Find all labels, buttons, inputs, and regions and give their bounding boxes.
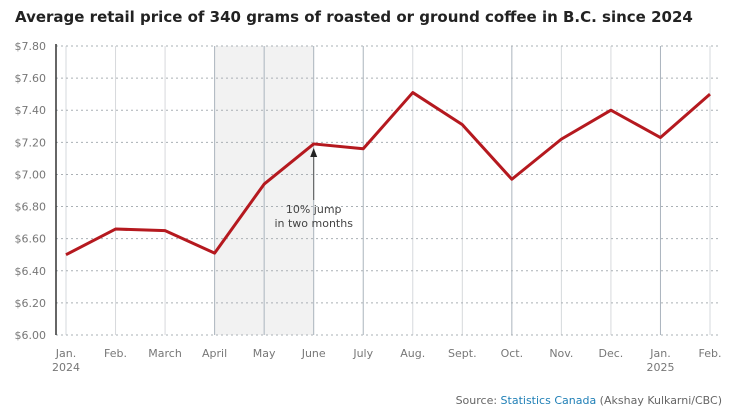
x-year-label: 2024 xyxy=(52,361,80,374)
x-tick-label: Jan. xyxy=(649,347,670,360)
y-tick-label: $7.20 xyxy=(15,136,47,149)
x-tick-label: April xyxy=(202,347,227,360)
annotation-text: in two months xyxy=(274,217,353,230)
x-tick-label: May xyxy=(253,347,276,360)
x-tick-label: Sept. xyxy=(448,347,477,360)
x-tick-label: June xyxy=(301,347,326,360)
price-line xyxy=(65,91,711,257)
source-prefix: Source: xyxy=(455,394,501,407)
x-tick-label: Nov. xyxy=(549,347,573,360)
y-tick-label: $6.20 xyxy=(15,297,47,310)
chart-title: Average retail price of 340 grams of roa… xyxy=(15,8,693,26)
x-tick-label: Feb. xyxy=(104,347,127,360)
x-tick-label: Jan. xyxy=(55,347,76,360)
x-tick-label: Feb. xyxy=(699,347,722,360)
y-tick-label: $7.80 xyxy=(15,40,47,53)
x-tick-label: July xyxy=(352,347,373,360)
annotation-text: 10% jump xyxy=(286,203,342,216)
x-tick-label: Aug. xyxy=(400,347,425,360)
y-tick-label: $6.60 xyxy=(15,233,47,246)
x-year-label: 2025 xyxy=(646,361,674,374)
source-suffix: (Akshay Kulkarni/CBC) xyxy=(596,394,722,407)
x-tick-label: Oct. xyxy=(501,347,524,360)
y-tick-label: $7.40 xyxy=(15,104,47,117)
y-tick-label: $6.80 xyxy=(15,201,47,214)
x-tick-label: Dec. xyxy=(599,347,624,360)
source-note: Source: Statistics Canada (Akshay Kulkar… xyxy=(456,394,722,407)
y-tick-label: $6.40 xyxy=(15,265,47,278)
arrow-up-icon xyxy=(310,148,318,157)
y-tick-label: $6.00 xyxy=(15,329,47,342)
y-tick-label: $7.60 xyxy=(15,72,47,85)
x-tick-label: March xyxy=(148,347,182,360)
y-tick-label: $7.00 xyxy=(15,168,47,181)
source-link[interactable]: Statistics Canada xyxy=(500,394,597,407)
